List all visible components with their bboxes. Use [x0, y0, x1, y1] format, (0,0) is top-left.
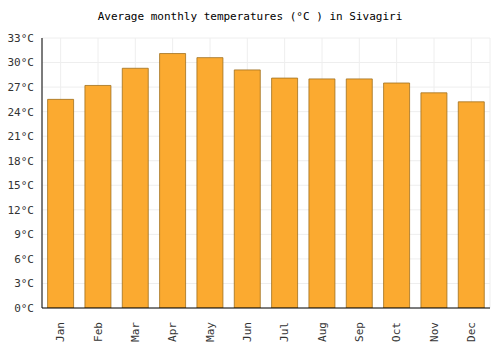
- svg-text:Mar: Mar: [129, 322, 142, 342]
- svg-text:Jul: Jul: [278, 322, 291, 342]
- svg-text:18°C: 18°C: [8, 155, 34, 168]
- svg-text:May: May: [204, 322, 217, 342]
- svg-text:0°C: 0°C: [14, 302, 34, 315]
- svg-text:Oct: Oct: [390, 322, 403, 342]
- svg-text:9°C: 9°C: [14, 228, 34, 241]
- svg-text:Aug: Aug: [316, 322, 329, 342]
- svg-text:15°C: 15°C: [8, 179, 34, 192]
- svg-text:6°C: 6°C: [14, 253, 34, 266]
- svg-text:27°C: 27°C: [8, 81, 34, 94]
- svg-text:Nov: Nov: [428, 322, 441, 342]
- svg-text:33°C: 33°C: [8, 32, 34, 45]
- svg-text:3°C: 3°C: [14, 277, 34, 290]
- svg-text:Jan: Jan: [54, 322, 67, 342]
- html-text:Average monthly temperatures (: Average monthly temperatures (°C ) in Si…: [97, 10, 403, 23]
- svg-text:Dec: Dec: [465, 322, 478, 342]
- svg-text:21°C: 21°C: [8, 130, 34, 143]
- svg-text:Apr: Apr: [166, 322, 179, 342]
- svg-text:Jun: Jun: [241, 322, 254, 342]
- svg-text:Feb: Feb: [92, 322, 105, 342]
- svg-text:30°C: 30°C: [8, 56, 34, 69]
- svg-text:24°C: 24°C: [8, 106, 34, 119]
- svg-text:12°C: 12°C: [8, 204, 34, 217]
- svg-text:Sep: Sep: [353, 322, 366, 342]
